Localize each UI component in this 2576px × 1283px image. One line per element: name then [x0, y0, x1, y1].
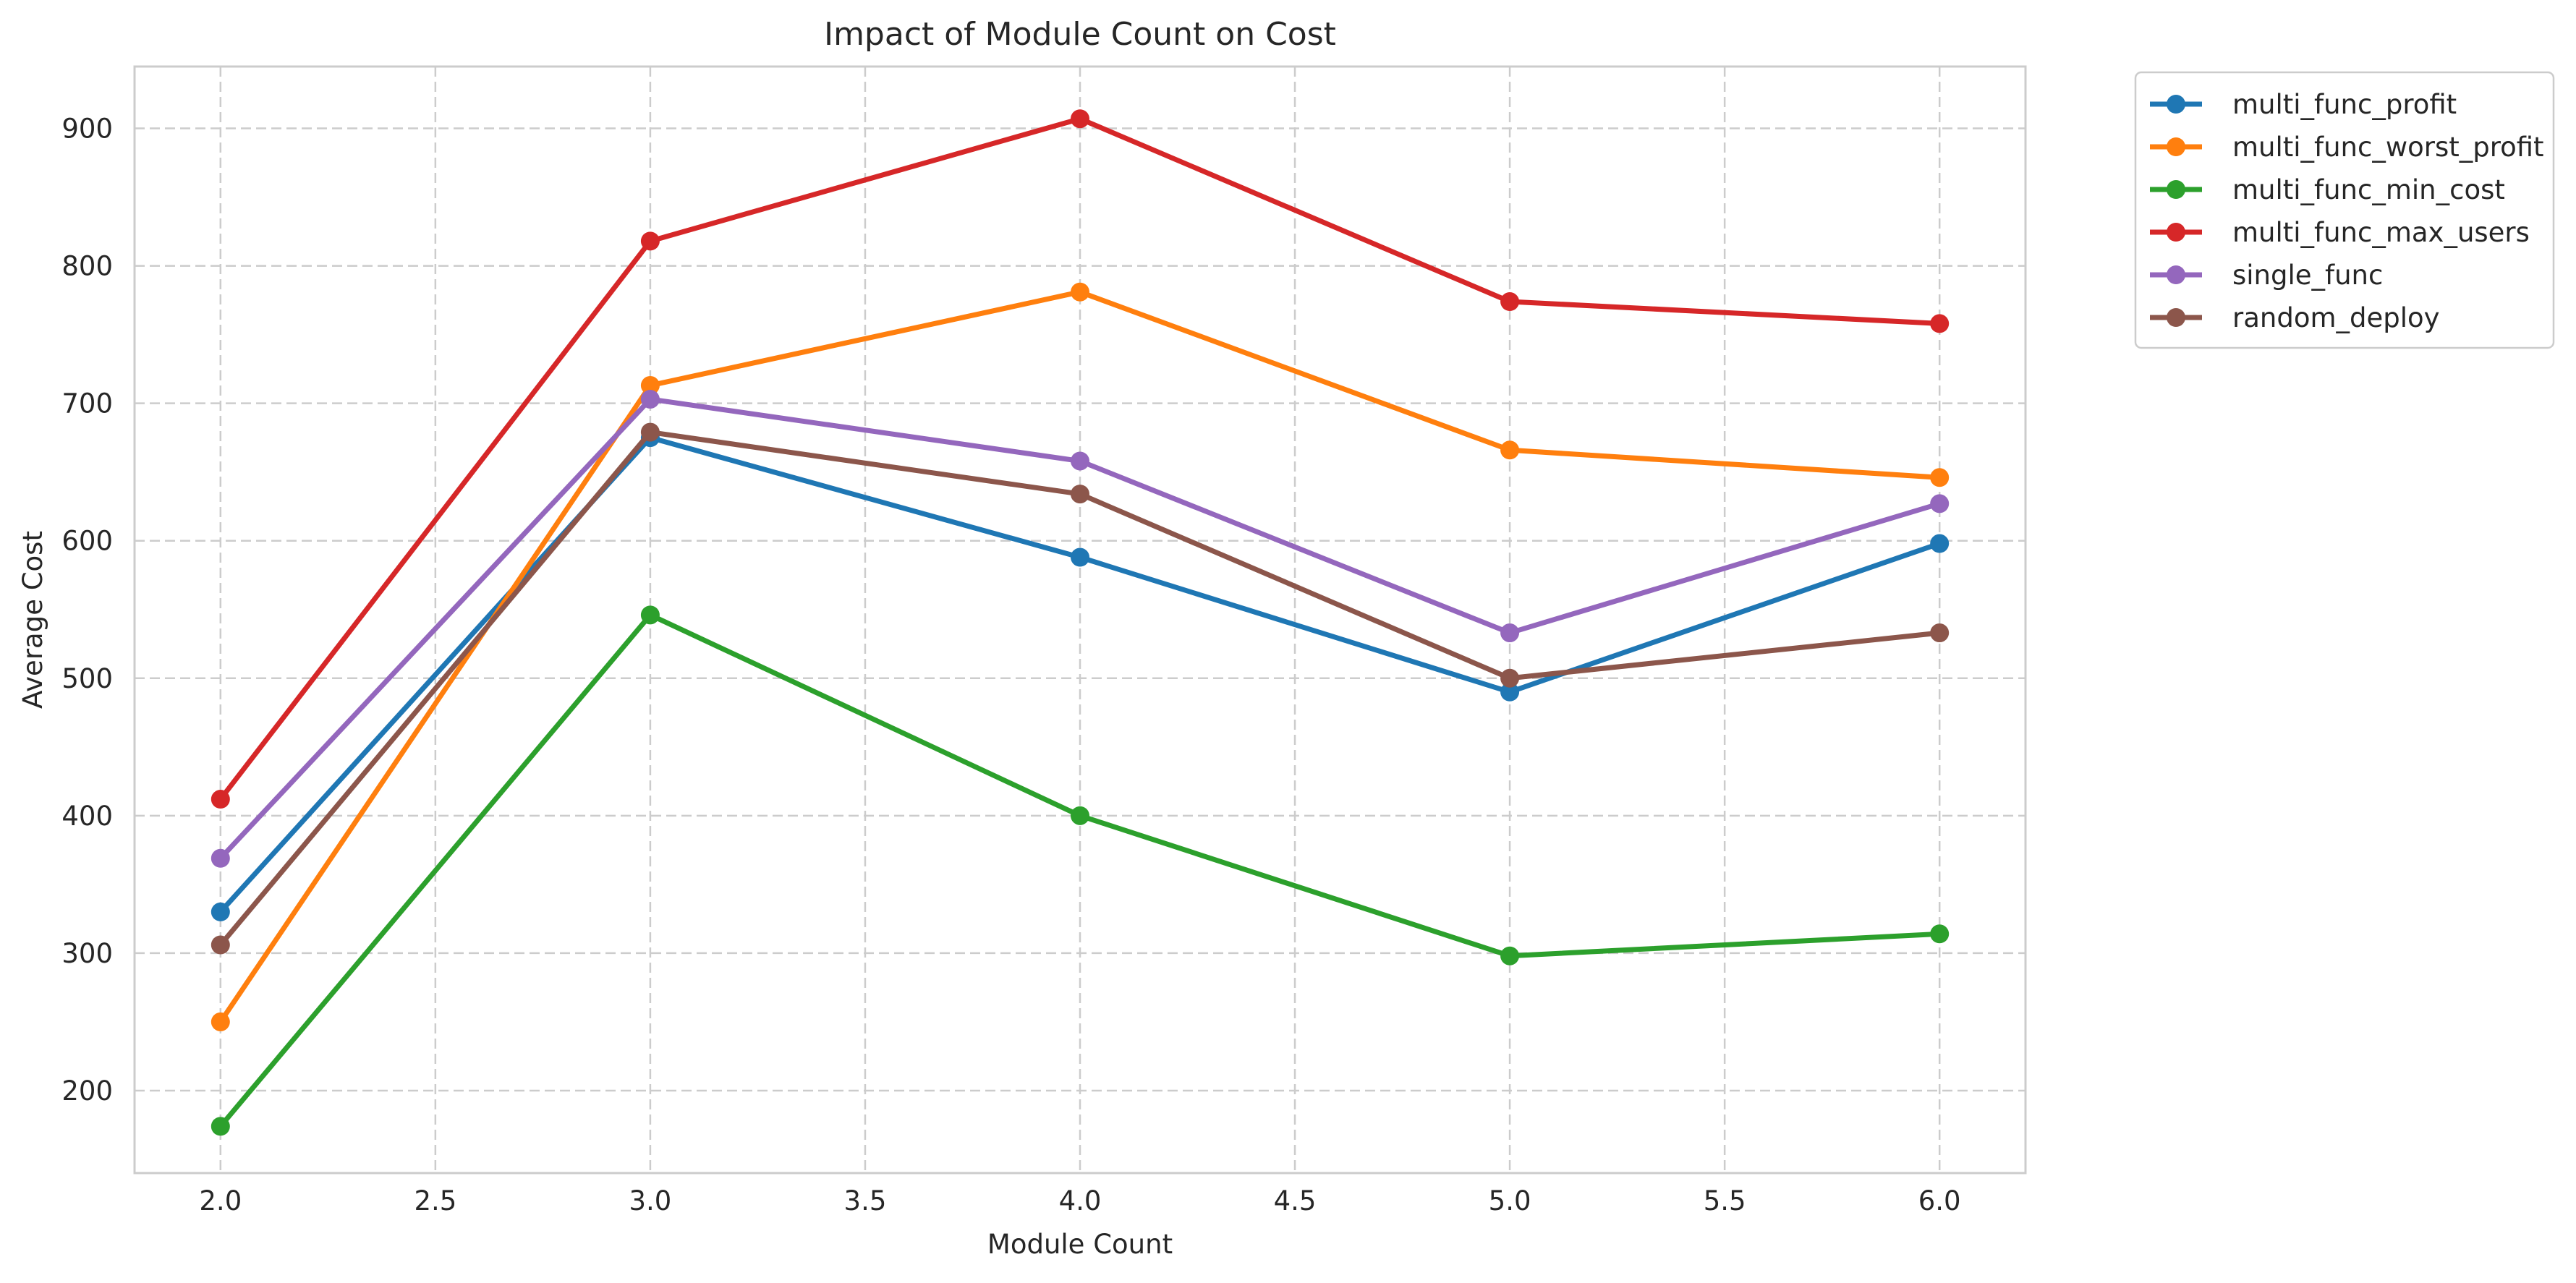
- y-tick-label: 400: [61, 801, 113, 832]
- data-point: [640, 422, 660, 442]
- legend-label: multi_func_max_users: [2232, 217, 2530, 248]
- data-point: [1500, 440, 1520, 460]
- series-multi_func_max_users: [211, 109, 1950, 809]
- data-point: [1500, 292, 1520, 312]
- y-tick-label: 900: [61, 114, 113, 145]
- y-axis-label: Average Cost: [17, 531, 48, 709]
- y-tick-label: 600: [61, 526, 113, 557]
- legend-label: single_func: [2232, 260, 2383, 291]
- legend-box: [2134, 71, 2555, 349]
- legend-label: random_deploy: [2232, 302, 2440, 333]
- data-point: [1930, 623, 1950, 643]
- y-tick-label: 700: [61, 388, 113, 419]
- legend-item: random_deploy: [2150, 302, 2440, 333]
- legend-swatch-marker: [2167, 223, 2185, 242]
- x-tick-label: 2.5: [414, 1185, 456, 1216]
- legend-label: multi_func_worst_profit: [2232, 132, 2544, 163]
- data-point: [1500, 682, 1520, 702]
- x-tick-label: 3.0: [629, 1185, 671, 1216]
- data-point: [1500, 623, 1520, 643]
- legend-swatch-marker: [2167, 137, 2185, 156]
- legend-label: multi_func_profit: [2232, 89, 2457, 120]
- plot-area: [133, 65, 2027, 1175]
- chart-title: Impact of Module Count on Cost: [824, 16, 1336, 53]
- data-point: [211, 935, 230, 955]
- legend-item: single_func: [2150, 260, 2383, 291]
- x-tick-label: 5.5: [1704, 1185, 1746, 1216]
- legend-item: multi_func_min_cost: [2150, 174, 2505, 205]
- x-tick-label: 4.0: [1059, 1185, 1102, 1216]
- data-point: [211, 902, 230, 921]
- series-multi_func_min_cost: [211, 605, 1950, 1136]
- x-tick-label: 2.0: [199, 1185, 242, 1216]
- data-point: [211, 1012, 230, 1031]
- data-point: [1071, 109, 1089, 129]
- data-point: [211, 790, 230, 809]
- legend-item: multi_func_profit: [2150, 89, 2457, 120]
- data-point: [640, 375, 660, 395]
- data-point: [1071, 451, 1089, 471]
- legend-swatch-marker: [2167, 308, 2185, 327]
- data-point: [640, 605, 660, 625]
- data-point: [1071, 485, 1089, 504]
- data-point: [1071, 806, 1089, 825]
- series-random_deploy: [211, 422, 1950, 955]
- data-point: [211, 1117, 230, 1136]
- series-layer: [211, 109, 1950, 1136]
- legend-swatch-marker: [2167, 95, 2185, 114]
- tick-labels: 2.0 2.5 3.0 3.5 4.0 4.5 5.0 5.5 6.0 200 300 400 500 6…: [61, 114, 1960, 1216]
- data-point: [1930, 494, 1950, 513]
- legend: multi_func_profit multi_func_worst_profit…: [2134, 71, 2555, 349]
- y-tick-label: 800: [61, 251, 113, 282]
- x-axis-label: Module Count: [987, 1229, 1173, 1260]
- legend-item: multi_func_max_users: [2150, 217, 2530, 248]
- y-tick-label: 200: [61, 1075, 113, 1107]
- x-tick-label: 5.0: [1489, 1185, 1531, 1216]
- x-tick-label: 3.5: [844, 1185, 887, 1216]
- data-point: [1930, 468, 1950, 487]
- series-multi_func_worst_profit: [211, 282, 1950, 1031]
- series-single_func: [211, 389, 1950, 868]
- legend-item: multi_func_worst_profit: [2150, 132, 2544, 163]
- legend-swatch-marker: [2167, 265, 2185, 284]
- data-point: [1500, 946, 1520, 966]
- data-point: [1071, 547, 1089, 567]
- y-tick-label: 300: [61, 938, 113, 969]
- data-point: [640, 231, 660, 251]
- data-point: [1071, 282, 1089, 302]
- data-point: [1500, 668, 1520, 688]
- legend-label: multi_func_min_cost: [2232, 174, 2505, 205]
- y-tick-label: 500: [61, 663, 113, 694]
- x-tick-label: 6.0: [1918, 1185, 1961, 1216]
- data-point: [1930, 534, 1950, 553]
- grid-lines: [135, 67, 2025, 1173]
- x-tick-label: 4.5: [1274, 1185, 1317, 1216]
- legend-swatch-marker: [2167, 180, 2185, 199]
- data-point: [211, 848, 230, 868]
- data-point: [1930, 924, 1950, 944]
- data-point: [1930, 314, 1950, 333]
- data-point: [640, 389, 660, 409]
